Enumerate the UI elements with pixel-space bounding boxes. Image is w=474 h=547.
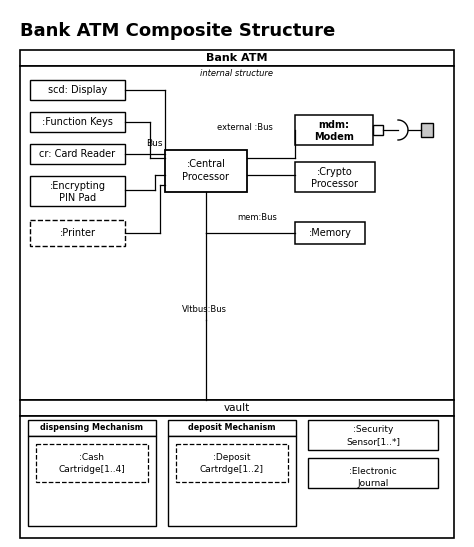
Text: :Printer: :Printer [60, 228, 95, 238]
Text: Journal: Journal [357, 480, 389, 488]
Bar [28, 436, 156, 526]
Bar [28, 420, 156, 436]
Text: Sensor[1..*]: Sensor[1..*] [346, 438, 400, 446]
Bar [295, 115, 373, 145]
Bar [168, 436, 296, 526]
Bar [30, 112, 125, 132]
Text: deposit Mechanism: deposit Mechanism [188, 423, 276, 433]
Text: Modem: Modem [314, 132, 354, 142]
Text: :Deposit: :Deposit [213, 453, 251, 463]
Text: Bank ATM: Bank ATM [206, 53, 268, 63]
Text: dispensing Mechanism: dispensing Mechanism [40, 423, 144, 433]
Text: :Security: :Security [353, 426, 393, 434]
Bar [308, 458, 438, 488]
Bar [373, 125, 383, 135]
Text: Cartridge[1..4]: Cartridge[1..4] [59, 465, 126, 474]
Text: Bus: Bus [146, 139, 163, 148]
Text: :Electronic: :Electronic [349, 468, 397, 476]
Bar [20, 66, 454, 400]
Bar [30, 144, 125, 164]
Bar [176, 444, 288, 482]
Text: scd: Display: scd: Display [48, 85, 107, 95]
Text: :Encrypting: :Encrypting [49, 181, 106, 191]
Bar [30, 220, 125, 246]
Text: Cartrdge[1..2]: Cartrdge[1..2] [200, 465, 264, 474]
Text: mem:Bus: mem:Bus [237, 213, 277, 223]
Text: Processor: Processor [311, 179, 358, 189]
Bar [20, 400, 454, 416]
Text: :Function Keys: :Function Keys [42, 117, 113, 127]
Bar [168, 420, 296, 436]
Text: PIN Pad: PIN Pad [59, 193, 96, 203]
Bar [308, 420, 438, 450]
Bar [20, 416, 454, 538]
Bar [295, 162, 375, 192]
Bar [421, 123, 433, 137]
Bar [30, 176, 125, 206]
Text: VItbus:Bus: VItbus:Bus [182, 306, 227, 315]
Bar [295, 222, 365, 244]
Text: vault: vault [224, 403, 250, 413]
Bar [165, 150, 247, 192]
Text: mdm:: mdm: [319, 120, 349, 130]
Text: :Cash: :Cash [80, 453, 104, 463]
Text: :Memory: :Memory [309, 228, 351, 238]
Text: :Central: :Central [187, 159, 226, 169]
Text: cr: Card Reader: cr: Card Reader [39, 149, 116, 159]
Text: external :Bus: external :Bus [217, 123, 273, 131]
Bar [30, 80, 125, 100]
Text: Processor: Processor [182, 172, 229, 182]
Text: :Crypto: :Crypto [317, 167, 353, 177]
Bar [20, 50, 454, 66]
Text: Bank ATM Composite Structure: Bank ATM Composite Structure [20, 22, 335, 40]
Bar [36, 444, 148, 482]
Text: internal structure: internal structure [201, 69, 273, 79]
